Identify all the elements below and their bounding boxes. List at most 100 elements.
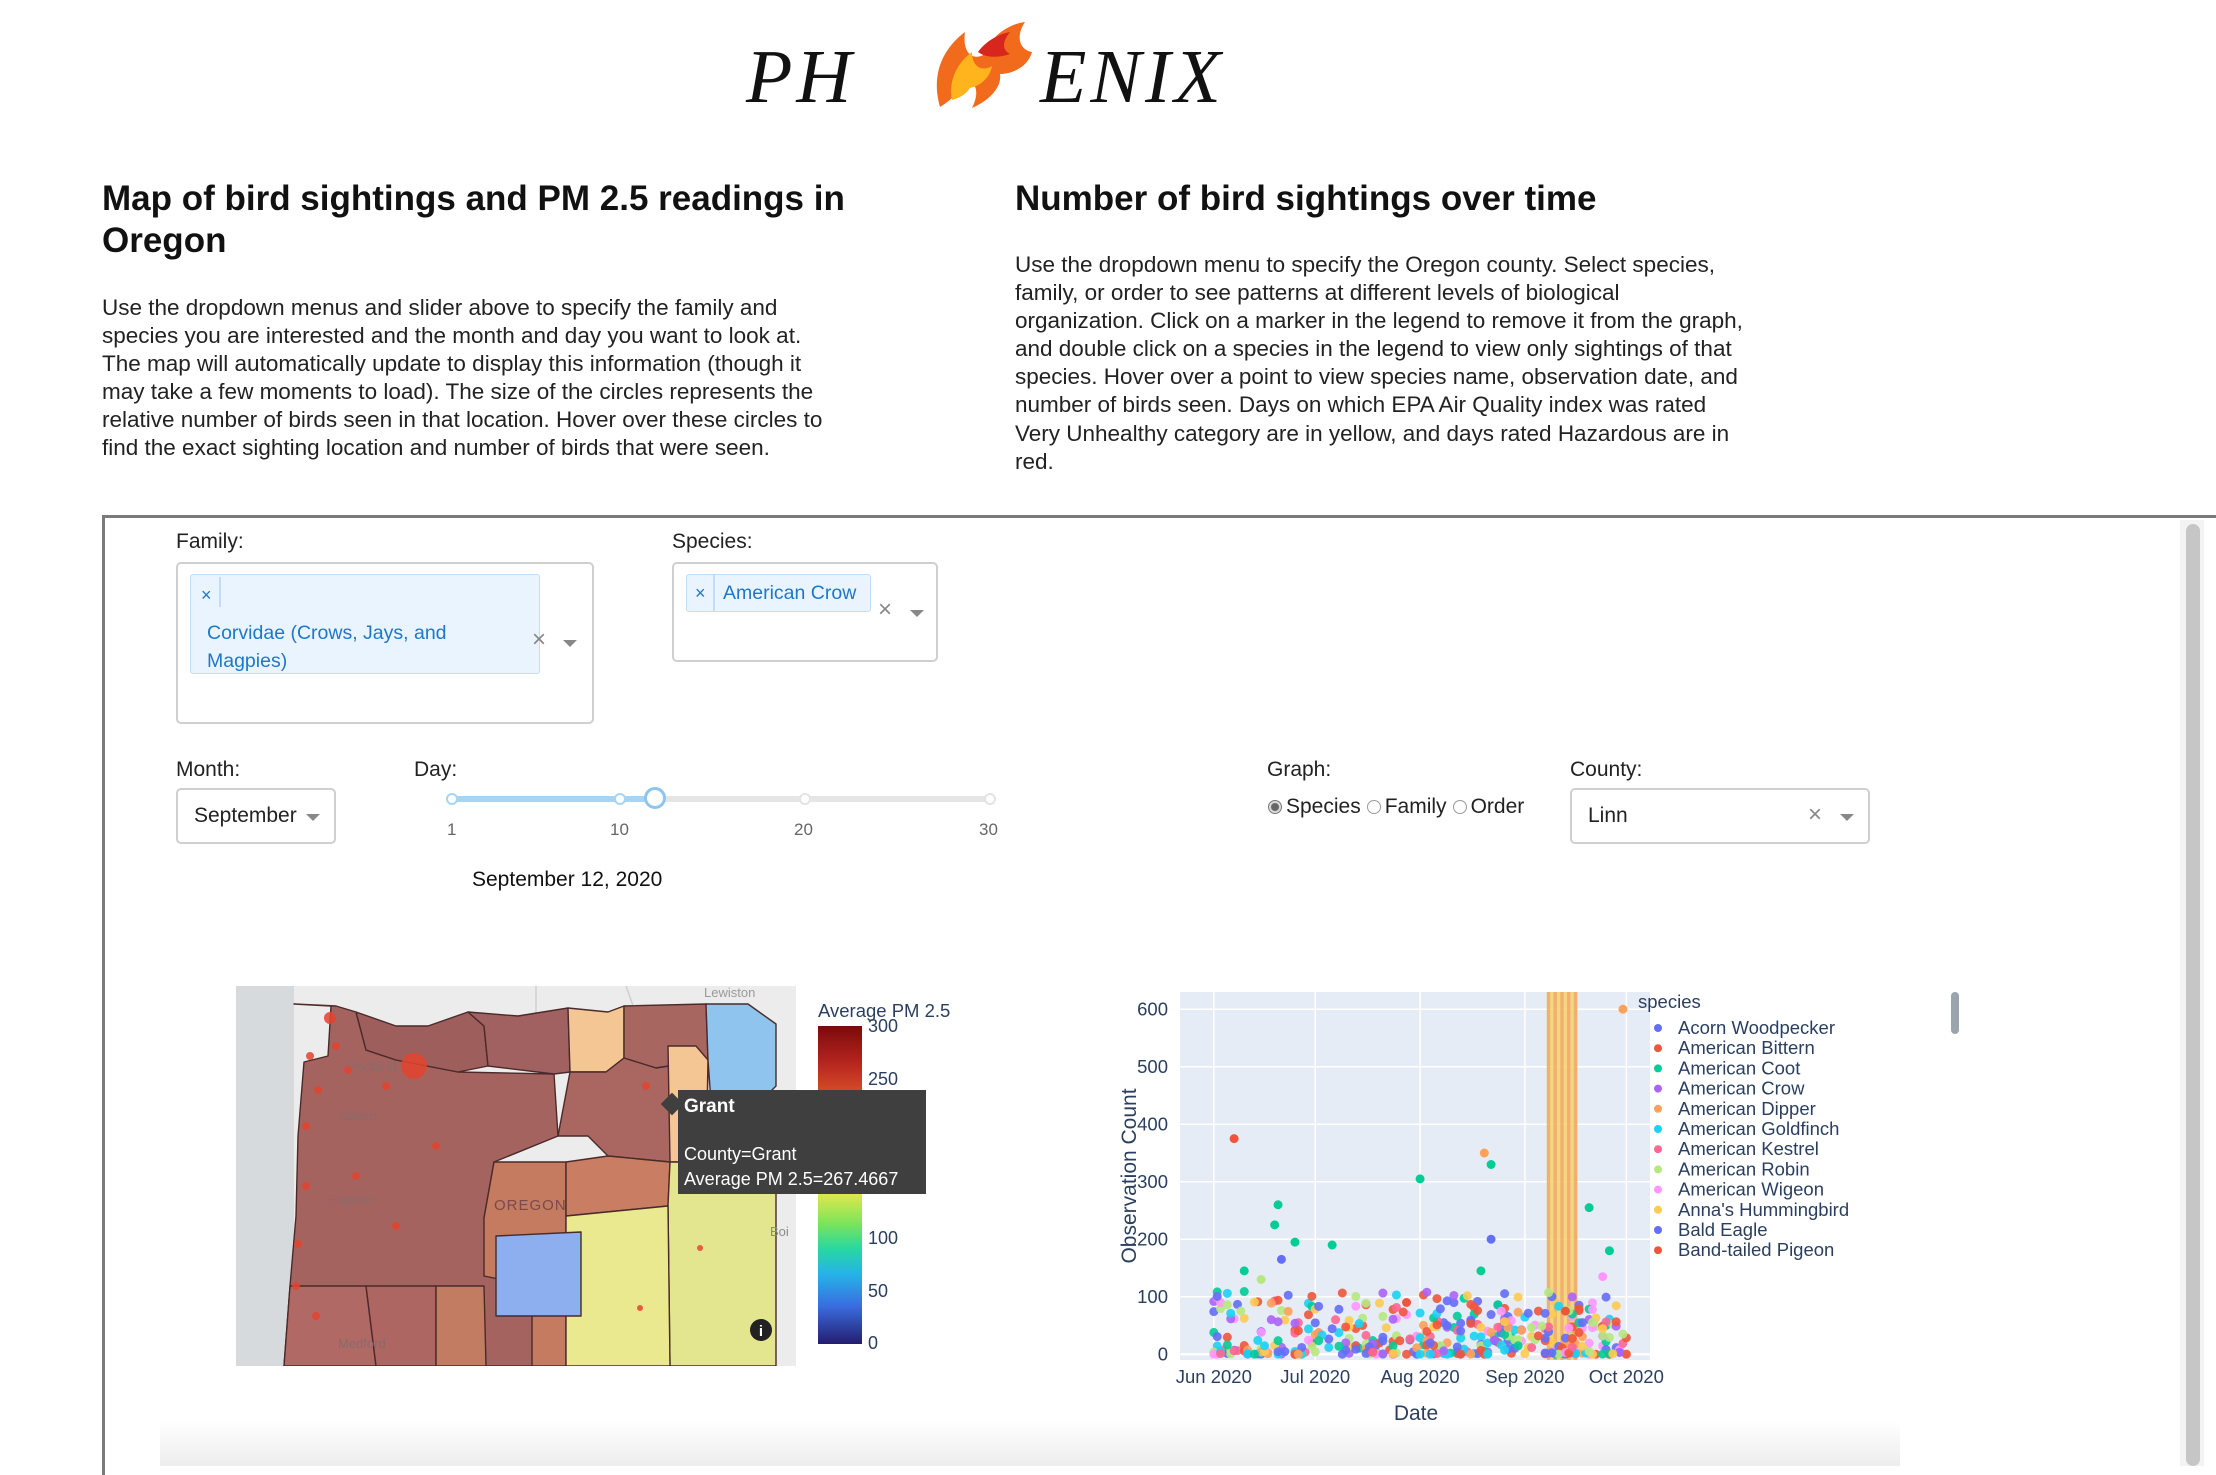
scatter-point: [1527, 1323, 1537, 1333]
scatter-point: [1466, 1318, 1476, 1328]
scatter-point: [1611, 1301, 1621, 1311]
legend-item[interactable]: American Coot: [1654, 1057, 1800, 1078]
map-info-icon[interactable]: i: [750, 1319, 772, 1341]
scatter-point: [1584, 1346, 1594, 1356]
day-slider-mark-20[interactable]: [799, 793, 811, 805]
scatter-point: [1476, 1345, 1486, 1355]
day-slider-track[interactable]: [452, 796, 988, 802]
x-tick-jun: Jun 2020: [1176, 1366, 1252, 1387]
legend-label: American Crow: [1678, 1078, 1805, 1099]
county-chevron-down-icon[interactable]: [1840, 814, 1854, 821]
day-slider-mark-10[interactable]: [614, 793, 626, 805]
species-chip-remove[interactable]: ×: [695, 583, 706, 603]
bottom-shadow: [160, 1420, 1900, 1466]
scatter-point: [1361, 1298, 1371, 1308]
scatter-point: [1466, 1299, 1476, 1309]
hazard-stripe-0: [1546, 992, 1551, 1360]
legend-item[interactable]: American Crow: [1654, 1078, 1805, 1099]
scatter-point: [1415, 1308, 1425, 1318]
scatter-point: [1611, 1317, 1621, 1327]
scatter-point: [1395, 1336, 1405, 1346]
scatter-point: [1466, 1349, 1476, 1359]
family-chevron-down-icon[interactable]: [563, 640, 577, 647]
legend-scrollbar[interactable]: [1951, 992, 1959, 1034]
scatter-point: [1243, 1349, 1253, 1359]
county-dropdown[interactable]: Linn ×: [1570, 788, 1870, 844]
county-clear-icon[interactable]: ×: [1808, 801, 1823, 828]
day-slider-fill: [452, 796, 656, 802]
scatter-point: [1604, 1332, 1614, 1342]
legend-item[interactable]: American Robin: [1654, 1158, 1810, 1179]
legend-item[interactable]: Acorn Woodpecker: [1654, 1017, 1835, 1038]
y-tick-labels: 0 100 200 300 400 500 600: [1137, 998, 1168, 1364]
family-dropdown[interactable]: × Corvidae (Crows, Jays, and Magpies) ×: [176, 562, 594, 724]
species-chevron-down-icon[interactable]: [910, 610, 924, 617]
y-tick-100: 100: [1137, 1286, 1168, 1307]
map-tooltip: Grant County=Grant Average PM 2.5=267.46…: [678, 1090, 926, 1194]
legend-item[interactable]: Bald Eagle: [1654, 1219, 1767, 1240]
scatter-point: [1209, 1307, 1219, 1317]
scatter-point: [1483, 1349, 1493, 1359]
legend-item[interactable]: American Kestrel: [1654, 1138, 1819, 1159]
map-label-portland: Portland: [348, 1059, 396, 1074]
scatter-point: [1574, 1327, 1584, 1337]
day-label: Day:: [414, 758, 458, 781]
month-chevron-down-icon[interactable]: [306, 814, 320, 821]
legend-label: Band-tailed Pigeon: [1678, 1239, 1834, 1260]
scatter-point: [1266, 1298, 1276, 1308]
scatter-point: [1402, 1349, 1412, 1359]
month-dropdown[interactable]: September: [176, 788, 336, 844]
scatter-point: [1232, 1299, 1242, 1309]
radio-species[interactable]: [1268, 800, 1282, 814]
legend-item[interactable]: American Bittern: [1654, 1037, 1815, 1058]
legend-item[interactable]: Band-tailed Pigeon: [1654, 1239, 1834, 1260]
scatter-point: [1229, 1346, 1239, 1356]
day-slider-mark-30[interactable]: [984, 793, 996, 805]
scatter-point: [1608, 1349, 1618, 1359]
scatter-point: [1337, 1288, 1347, 1298]
scatter-point: [1489, 1335, 1499, 1345]
radio-order-label[interactable]: Order: [1470, 795, 1525, 818]
hazard-stripe-2: [1553, 992, 1558, 1360]
scatter-point: [1341, 1322, 1351, 1332]
day-slider-mark-1[interactable]: [446, 793, 458, 805]
radio-family-label[interactable]: Family: [1384, 795, 1447, 818]
radio-family[interactable]: [1366, 800, 1381, 814]
legend-marker: [1654, 1145, 1662, 1154]
scatter-point: [1293, 1349, 1303, 1359]
day-slider-handle[interactable]: [644, 787, 667, 809]
legend-item[interactable]: American Dipper: [1654, 1098, 1816, 1119]
species-dropdown[interactable]: × American Crow ×: [672, 562, 938, 662]
y-axis-title: Observation Count: [1118, 1088, 1141, 1263]
scatter-point: [1415, 1333, 1425, 1343]
scatter-point: [1303, 1310, 1313, 1320]
legend-item[interactable]: Anna's Hummingbird: [1654, 1199, 1849, 1220]
scatter-point: [1560, 1333, 1570, 1343]
scatter-point: [1351, 1291, 1361, 1301]
family-clear-icon[interactable]: ×: [532, 626, 547, 653]
species-clear-icon[interactable]: ×: [878, 596, 893, 623]
radio-order[interactable]: [1452, 800, 1467, 814]
scatter-point: [1381, 1323, 1391, 1333]
scatter-point: [1493, 1322, 1503, 1332]
legend-item[interactable]: American Goldfinch: [1654, 1118, 1839, 1139]
panel-scrollbar-thumb[interactable]: [2186, 524, 2200, 1466]
selected-date-text: September 12, 2020: [472, 868, 663, 891]
scatter-point: [1618, 1004, 1628, 1014]
scatter-point: [1273, 1347, 1283, 1357]
bird-sightings-chart[interactable]: Jun 2020 Jul 2020 Aug 2020 Sep 2020 Oct …: [1100, 980, 1900, 1440]
legend-label: American Bittern: [1678, 1037, 1815, 1058]
map-label-boise: Boi: [770, 1224, 789, 1239]
map-section-description: Use the dropdown menus and slider above …: [102, 295, 823, 461]
day-tick-1: 1: [447, 820, 457, 839]
radio-species-label[interactable]: Species: [1286, 795, 1361, 818]
scatter-point: [1239, 1287, 1249, 1297]
graph-label: Graph:: [1267, 758, 1332, 781]
scatter-point: [1584, 1338, 1594, 1348]
scatter-point: [1222, 1288, 1232, 1298]
scatter-point: [1486, 1327, 1496, 1337]
legend-item[interactable]: American Wigeon: [1654, 1179, 1824, 1200]
family-chip-remove[interactable]: ×: [201, 585, 212, 605]
scatter-point: [1554, 1301, 1564, 1311]
scatter-point: [1601, 1317, 1611, 1327]
